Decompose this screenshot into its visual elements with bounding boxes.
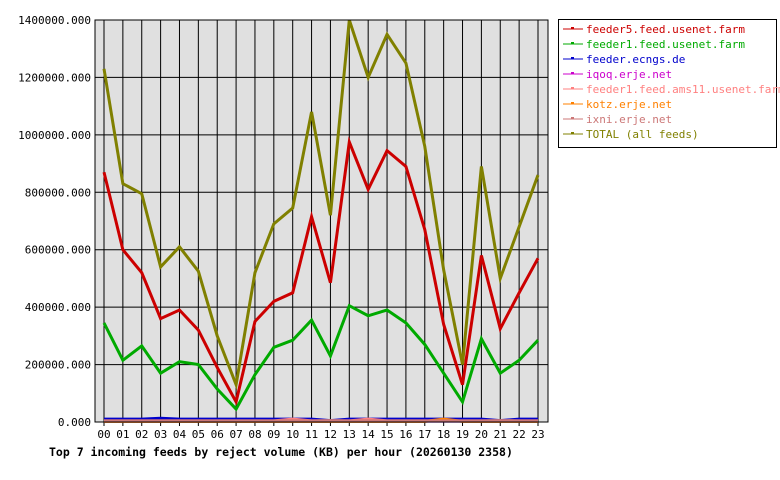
x-tick-label: 14: [362, 428, 376, 441]
chart-title: Top 7 incoming feeds by reject volume (K…: [49, 445, 513, 459]
x-tick-label: 04: [173, 428, 187, 441]
legend-marker: [571, 87, 574, 89]
legend-marker: [571, 27, 574, 29]
x-tick-label: 20: [475, 428, 488, 441]
y-tick-label: 400000.000: [25, 301, 91, 314]
legend-marker: [571, 42, 574, 44]
plot-background: [95, 20, 548, 422]
x-tick-label: 22: [513, 428, 526, 441]
x-tick-label: 12: [324, 428, 337, 441]
legend: feeder5.feed.usenet.farm feeder1.feed.use…: [563, 23, 780, 141]
legend-marker: [571, 72, 574, 74]
x-tick-label: 05: [192, 428, 205, 441]
series-line-1: [102, 303, 540, 412]
x-tick-label: 17: [418, 428, 431, 441]
x-tick-label: 19: [456, 428, 469, 441]
x-tick-label: 03: [154, 428, 167, 441]
y-tick-label: 1200000.000: [18, 71, 91, 84]
legend-box: [558, 19, 777, 148]
plot-frame: [94, 19, 549, 423]
y-tick-label: 200000.000: [25, 359, 91, 372]
legend-entry: feeder1.feed.ams11.usenet.farm: [586, 83, 780, 96]
y-tick-label: 0.000: [58, 416, 91, 429]
x-tick-label: 21: [494, 428, 507, 441]
x-tick-label: 16: [399, 428, 412, 441]
series-line-7: [102, 19, 540, 391]
legend-entry: ixni.erje.net: [586, 113, 672, 126]
x-tick-label: 13: [343, 428, 356, 441]
x-tick-label: 15: [380, 428, 393, 441]
legend-entry: TOTAL (all feeds): [586, 128, 699, 141]
legend-entry: feeder1.feed.usenet.farm: [586, 38, 745, 51]
legend-entry: iqoq.erje.net: [586, 68, 672, 81]
x-tick-label: 00: [97, 428, 110, 441]
legend-entry: feeder.ecngs.de: [586, 53, 685, 66]
y-tick-label: 800000.000: [25, 186, 91, 199]
x-tick-label: 09: [267, 428, 280, 441]
series-line-0: [102, 136, 540, 407]
y-tick-label: 600000.000: [25, 244, 91, 257]
legend-entry: kotz.erje.net: [586, 98, 672, 111]
x-tick-label: 06: [211, 428, 224, 441]
x-tick-label: 23: [531, 428, 544, 441]
y-tick-label: 1000000.000: [18, 129, 91, 142]
legend-marker: [571, 57, 574, 59]
x-tick-label: 02: [135, 428, 148, 441]
x-tick-label: 08: [248, 428, 261, 441]
legend-marker: [571, 132, 574, 134]
legend-entry: feeder5.feed.usenet.farm: [586, 23, 745, 36]
legend-marker: [571, 102, 574, 104]
x-tick-label: 01: [116, 428, 129, 441]
x-tick-label: 07: [229, 428, 242, 441]
y-tick-label: 1400000.000: [18, 14, 91, 27]
x-tick-label: 10: [286, 428, 299, 441]
legend-marker: [571, 117, 574, 119]
x-tick-label: 18: [437, 428, 450, 441]
x-tick-label: 11: [305, 428, 318, 441]
